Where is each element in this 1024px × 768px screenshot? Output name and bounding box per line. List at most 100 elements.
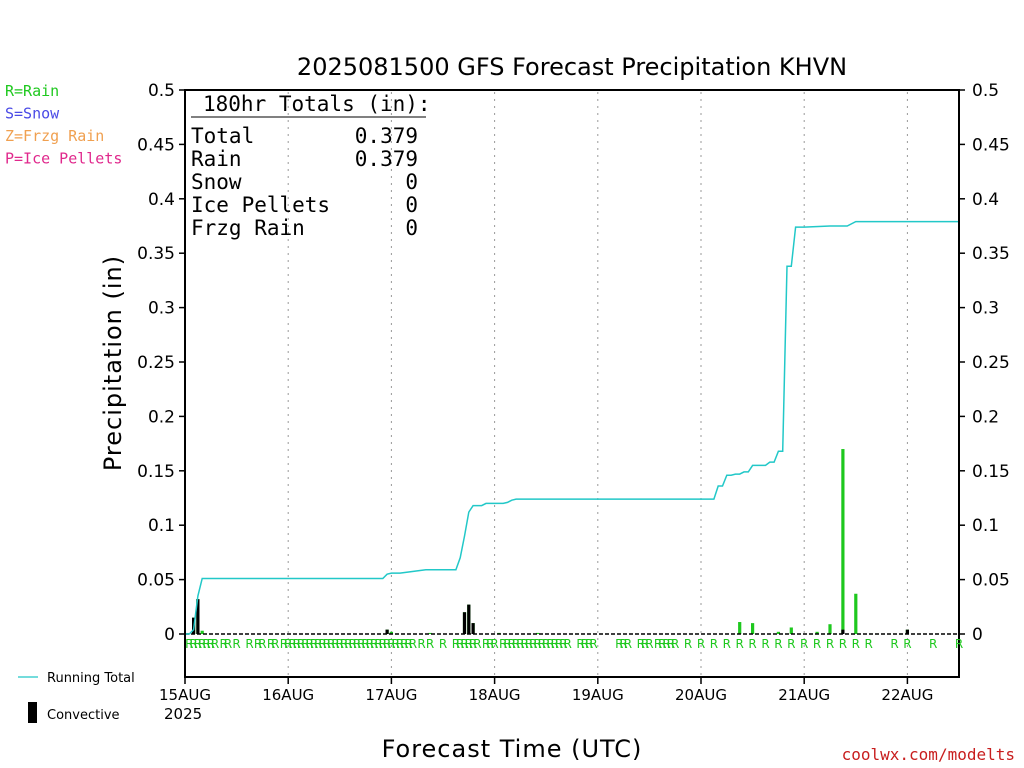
ptype-marker: R bbox=[271, 637, 279, 651]
ptype-marker: R bbox=[340, 637, 348, 651]
y-tick-label-right: 0.25 bbox=[972, 353, 1010, 373]
totals-row-label: Snow bbox=[191, 170, 242, 194]
y-tick-label-right: 0.5 bbox=[972, 81, 999, 101]
ptype-marker: R bbox=[473, 637, 481, 651]
plot-frame bbox=[184, 89, 960, 678]
running-total-legend-label: Running Total bbox=[47, 671, 135, 686]
rain-bar bbox=[789, 627, 793, 634]
ptype-marker: R bbox=[331, 637, 339, 651]
running-total-layer bbox=[185, 220, 959, 635]
ptype-marker: R bbox=[662, 637, 670, 651]
ptype-marker: R bbox=[301, 637, 309, 651]
y-tick-label-left: 0 bbox=[164, 625, 175, 645]
ptype-marker: R bbox=[189, 637, 197, 651]
ptype-marker: R bbox=[645, 637, 653, 651]
ptype-marker: R bbox=[641, 637, 649, 651]
ptype-marker: R bbox=[826, 637, 834, 651]
ptype-marker: R bbox=[736, 637, 744, 651]
ptype-marker: R bbox=[525, 637, 533, 651]
ptype-marker: R bbox=[357, 637, 365, 651]
y-tick-label-right: 0.35 bbox=[972, 244, 1010, 264]
ptype-marker: R bbox=[456, 637, 464, 651]
x-tick-label: 22AUG bbox=[881, 686, 933, 704]
ptype-marker: R bbox=[512, 637, 520, 651]
ptype-marker: R bbox=[482, 637, 490, 651]
ptype-marker: R bbox=[576, 637, 584, 651]
ptype-marker: R bbox=[314, 637, 322, 651]
ptype-marker: R bbox=[654, 637, 662, 651]
y-tick-label-left: 0.3 bbox=[148, 299, 175, 319]
totals-row-label: Frzg Rain bbox=[191, 216, 305, 240]
convective-bar bbox=[467, 604, 471, 634]
y-tick-label-right: 0.05 bbox=[972, 571, 1010, 591]
ptype-marker: R bbox=[323, 637, 331, 651]
ptype-marker: R bbox=[564, 637, 572, 651]
convective-bar bbox=[462, 612, 467, 634]
x-tick-label: 18AUG bbox=[469, 686, 521, 704]
ptype-marker: R bbox=[288, 637, 296, 651]
x-tick-label: 21AUG bbox=[778, 686, 830, 704]
convective-bar bbox=[905, 629, 909, 634]
x-tick-label: 17AUG bbox=[365, 686, 417, 704]
rain-bar bbox=[776, 631, 780, 634]
convective-swatch bbox=[28, 702, 37, 723]
ptype-marker: R bbox=[374, 637, 382, 651]
ptype-marker: R bbox=[409, 637, 417, 651]
x-tick-label: 15AUG bbox=[159, 686, 211, 704]
ptype-marker: R bbox=[460, 637, 468, 651]
ptype-marker: R bbox=[404, 637, 412, 651]
ptype-marker: R bbox=[503, 637, 511, 651]
y-tick-label-right: 0.15 bbox=[972, 462, 1010, 482]
ptype-marker: R bbox=[465, 637, 473, 651]
chart-title: 2025081500 GFS Forecast Precipitation KH… bbox=[297, 53, 847, 81]
ptype-marker: R bbox=[800, 637, 808, 651]
ptype-marker: R bbox=[417, 637, 425, 651]
ptype-marker: R bbox=[538, 637, 546, 651]
rain-bar bbox=[738, 622, 742, 634]
rain-bar bbox=[815, 631, 819, 634]
ptype-marker: R bbox=[267, 637, 275, 651]
totals-row-value: 0.379 bbox=[355, 147, 418, 171]
ptype-marker: R bbox=[710, 637, 718, 651]
ptype-marker: R bbox=[353, 637, 361, 651]
ptype-legend: R=Rain S=Snow Z=Frzg Rain P=Ice Pellets bbox=[5, 82, 122, 168]
y-tick-label-left: 0.05 bbox=[137, 571, 175, 591]
ptype-marker: R bbox=[787, 637, 795, 651]
rain-bar bbox=[854, 593, 858, 634]
y-tick-label-left: 0.5 bbox=[148, 81, 175, 101]
ptype-legend-item: R=Rain bbox=[5, 82, 59, 100]
totals-row-value: 0 bbox=[405, 170, 418, 194]
convective-legend-label: Convective bbox=[47, 708, 120, 723]
y-tick-label-left: 0.35 bbox=[137, 244, 175, 264]
y-tick-label-left: 0.15 bbox=[137, 462, 175, 482]
ptype-marker: R bbox=[589, 637, 597, 651]
ptype-marker: R bbox=[245, 637, 253, 651]
totals-row-value: 0 bbox=[405, 193, 418, 217]
ptype-marker: R bbox=[185, 637, 193, 651]
ptype-marker: R bbox=[370, 637, 378, 651]
convective-bar bbox=[385, 629, 389, 634]
rain-bar bbox=[751, 623, 755, 634]
rain-bar bbox=[841, 449, 845, 634]
ptype-marker: R bbox=[490, 637, 498, 651]
rain-bar bbox=[828, 624, 832, 634]
credit-text: coolwx.com/modelts bbox=[842, 745, 1015, 764]
ptype-marker: R bbox=[254, 637, 262, 651]
convective-bar bbox=[841, 629, 845, 634]
y-axis: 0 00.05 0.050.1 0.10.15 0.150.2 0.20.25 0.250.… bbox=[137, 81, 1010, 645]
rain-bar bbox=[536, 632, 540, 634]
ptype-marker: R bbox=[198, 637, 206, 651]
ptype-marker: R bbox=[426, 637, 434, 651]
ptype-marker: R bbox=[344, 637, 352, 651]
ptype-marker: R bbox=[852, 637, 860, 651]
totals-row-label: Total bbox=[191, 124, 254, 148]
y-tick-label-right: 0 bbox=[972, 625, 983, 645]
ptype-marker: R bbox=[619, 637, 627, 651]
x-tick-label: 16AUG bbox=[262, 686, 314, 704]
totals-header: 180hr Totals (in): bbox=[203, 92, 431, 116]
ptype-marker: R bbox=[194, 637, 202, 651]
ptype-marker: R bbox=[521, 637, 529, 651]
ptype-marker: R bbox=[555, 637, 563, 651]
